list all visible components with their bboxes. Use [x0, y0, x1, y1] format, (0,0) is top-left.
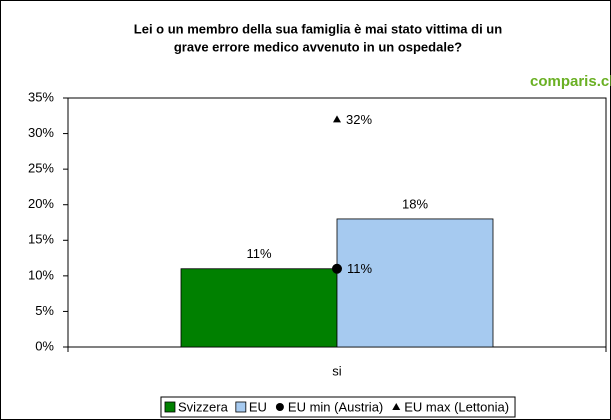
- marker: [333, 115, 341, 123]
- chart-title: grave errore medico avvenuto in un osped…: [174, 39, 462, 54]
- legend-swatch: [235, 401, 247, 413]
- y-tick-label: 15%: [28, 232, 54, 247]
- data-label: 11%: [246, 246, 271, 261]
- data-label: 32%: [346, 112, 372, 127]
- legend-swatch: [392, 403, 401, 410]
- legend-swatch: [275, 403, 284, 411]
- x-tick-label: si: [332, 363, 342, 378]
- chart-title: Lei o un membro della sua famiglia è mai…: [134, 21, 502, 36]
- y-tick-label: 25%: [28, 161, 54, 176]
- bar: [180, 268, 338, 348]
- y-tick-label: 20%: [28, 196, 54, 211]
- legend-swatch: [164, 401, 176, 413]
- bar: [336, 218, 494, 348]
- legend-label: EU: [249, 399, 267, 414]
- marker: [332, 263, 342, 274]
- legend-label: EU min (Austria): [288, 399, 383, 414]
- legend-label: EU max (Lettonia): [404, 399, 509, 414]
- y-tick-label: 35%: [28, 89, 54, 104]
- legend: [160, 396, 516, 418]
- data-label: 11%: [347, 261, 372, 276]
- y-tick-label: 10%: [28, 267, 54, 282]
- y-tick-label: 30%: [28, 125, 54, 140]
- y-tick-label: 5%: [35, 303, 54, 318]
- data-label: 18%: [402, 196, 428, 211]
- watermark: comparis.ch: [530, 73, 611, 90]
- legend-label: Svizzera: [178, 399, 229, 414]
- y-tick-label: 0%: [35, 338, 54, 353]
